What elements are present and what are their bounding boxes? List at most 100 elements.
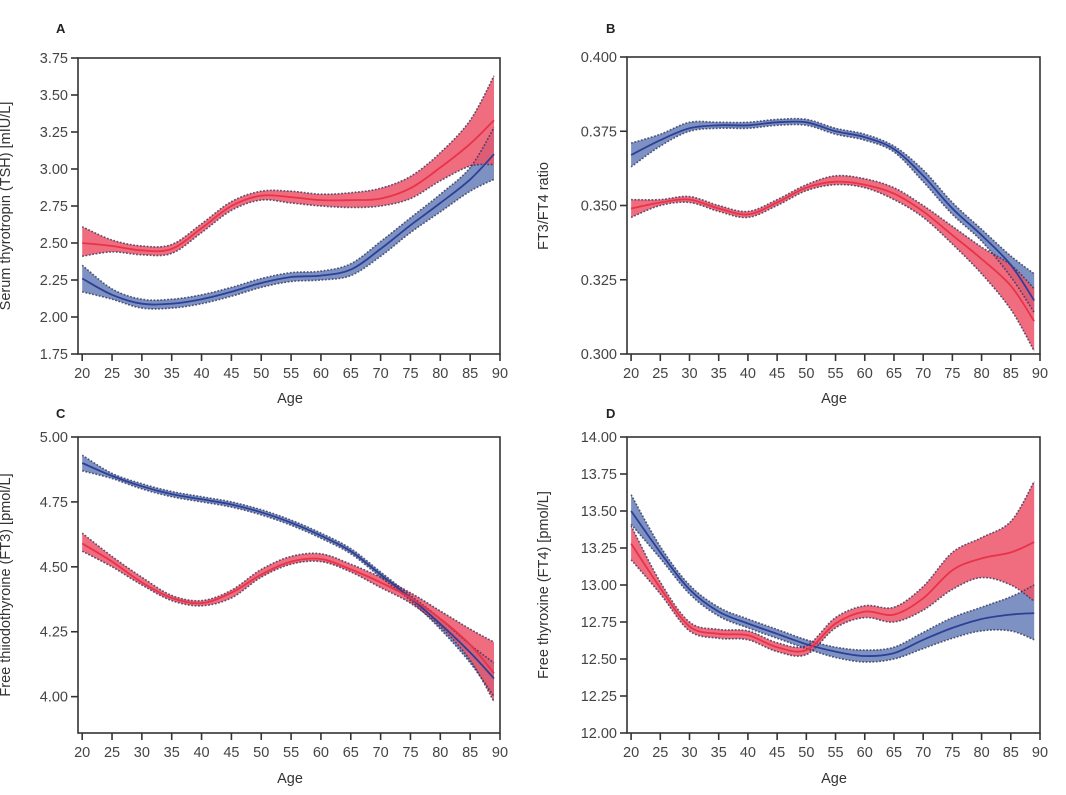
point-blue-b-70 <box>922 175 924 177</box>
point-blue-d-50 <box>805 643 807 645</box>
point-red-b-50 <box>805 187 807 189</box>
line-blue-d <box>630 510 1035 657</box>
x-tick-label-c-70: 70 <box>373 745 389 761</box>
point-blue-a-80 <box>439 202 441 204</box>
x-tick-label-c-50: 50 <box>253 745 269 761</box>
panel-a: A Serum thyrotropin (TSH) [mIU/L] Age 20… <box>0 21 508 407</box>
y-axis-title-b: FT3/FT4 ratio <box>536 162 552 250</box>
point-blue-b-40 <box>747 124 749 126</box>
y-tick-label-d-12.00: 12.00 <box>581 726 617 742</box>
x-tick-label-b-80: 80 <box>974 366 990 382</box>
y-tick-label-c-4.25: 4.25 <box>40 625 68 641</box>
panel-label-b: B <box>606 21 615 36</box>
ci-band-blue-b <box>631 118 1035 313</box>
y-tick-label-d-13.75: 13.75 <box>581 467 617 483</box>
point-blue-c-55 <box>290 522 292 524</box>
x-tick-label-c-35: 35 <box>164 745 180 761</box>
x-tick-label-b-45: 45 <box>769 366 785 382</box>
x-tick-label-b-70: 70 <box>915 366 931 382</box>
point-red-c-50 <box>260 573 262 575</box>
point-red-b-40 <box>747 213 749 215</box>
point-blue-c-85 <box>469 651 471 653</box>
ci-border-red-ci-upper-d <box>630 480 1035 649</box>
point-blue-c-89 <box>493 677 495 679</box>
point-red-a-65 <box>350 199 352 201</box>
x-tick-label-b-55: 55 <box>827 366 843 382</box>
point-blue-b-20 <box>630 154 632 156</box>
ci-border-red-ci-lower-b <box>630 183 1035 352</box>
point-red-c-89 <box>493 672 495 674</box>
point-blue-c-30 <box>141 485 143 487</box>
point-red-a-55 <box>290 196 292 198</box>
point-red-b-60 <box>864 184 866 186</box>
point-red-b-65 <box>893 192 895 194</box>
point-blue-c-35 <box>171 493 173 495</box>
y-tick-label-b-0.375: 0.375 <box>581 124 617 140</box>
point-blue-a-85 <box>469 178 471 180</box>
point-blue-d-85 <box>1010 613 1012 615</box>
x-tick-label-a-70: 70 <box>373 366 389 382</box>
point-red-d-85 <box>1010 551 1012 553</box>
x-tick-label-c-20: 20 <box>74 745 90 761</box>
point-red-a-40 <box>200 227 202 229</box>
line-blue-b <box>630 120 1035 301</box>
x-tick-label-d-30: 30 <box>681 745 697 761</box>
x-tick-label-b-25: 25 <box>652 366 668 382</box>
x-tick-label-c-25: 25 <box>104 745 120 761</box>
point-red-b-45 <box>776 201 778 203</box>
x-tick-label-a-35: 35 <box>164 366 180 382</box>
point-red-b-85 <box>1010 285 1012 287</box>
point-red-a-60 <box>320 199 322 201</box>
y-tick-label-b-0.400: 0.400 <box>581 50 617 66</box>
point-red-d-20 <box>630 542 632 544</box>
point-blue-c-45 <box>230 503 232 505</box>
point-red-d-65 <box>893 613 895 615</box>
point-red-b-70 <box>922 210 924 212</box>
point-red-d-60 <box>864 610 866 612</box>
point-red-b-20 <box>630 207 632 209</box>
point-blue-d-60 <box>864 655 866 657</box>
x-axis-title-d: Age <box>821 771 847 787</box>
x-tick-label-b-30: 30 <box>681 366 697 382</box>
point-red-c-35 <box>171 597 173 599</box>
y-tick-label-c-5.00: 5.00 <box>40 430 68 446</box>
point-blue-d-80 <box>980 618 982 620</box>
y-axis-title-d: Free thyroxine (FT4) [pmol/L] <box>536 491 552 679</box>
line-blue-a <box>81 153 495 306</box>
ci-band-red-a <box>82 75 494 257</box>
y-tick-label-b-0.325: 0.325 <box>581 273 617 289</box>
x-tick-label-b-60: 60 <box>857 366 873 382</box>
point-red-b-55 <box>834 181 836 183</box>
ci-band-blue-d <box>631 494 1035 663</box>
panel-label-a: A <box>56 21 66 36</box>
ci-border-red-ci-upper-a <box>81 75 495 248</box>
y-tick-label-b-0.350: 0.350 <box>581 199 617 215</box>
point-blue-d-20 <box>630 510 632 512</box>
point-red-a-20 <box>81 242 83 244</box>
y-tick-label-d-12.50: 12.50 <box>581 652 617 668</box>
x-tick-label-a-50: 50 <box>253 366 269 382</box>
y-axis-title-a: Serum thyrotropin (TSH) [mIU/L] <box>0 102 14 311</box>
point-red-c-70 <box>379 581 381 583</box>
x-tick-label-a-75: 75 <box>402 366 418 382</box>
ci-border-blue-ci-lower-b <box>630 123 1035 313</box>
point-blue-a-75 <box>409 224 411 226</box>
x-tick-label-d-25: 25 <box>652 745 668 761</box>
point-red-a-25 <box>111 245 113 247</box>
y-tick-label-a-2.50: 2.50 <box>40 236 68 252</box>
ci-band-red-b <box>631 175 1035 351</box>
ci-border-blue-ci-lower-c <box>81 470 495 698</box>
y-tick-label-d-14.00: 14.00 <box>581 430 617 446</box>
point-red-c-80 <box>439 618 441 620</box>
point-red-b-35 <box>718 207 720 209</box>
panel-label-c: C <box>56 406 66 421</box>
panel-d: D Free thyroxine (FT4) [pmol/L] Age 20 25… <box>536 406 1048 787</box>
y-tick-label-d-13.00: 13.00 <box>581 578 617 594</box>
x-tick-label-c-60: 60 <box>313 745 329 761</box>
point-blue-b-45 <box>776 121 778 123</box>
point-red-d-55 <box>834 622 836 624</box>
ci-border-red-ci-lower-c <box>81 550 495 703</box>
point-blue-c-20 <box>81 462 83 464</box>
point-red-a-30 <box>141 249 143 251</box>
x-tick-label-d-40: 40 <box>740 745 756 761</box>
